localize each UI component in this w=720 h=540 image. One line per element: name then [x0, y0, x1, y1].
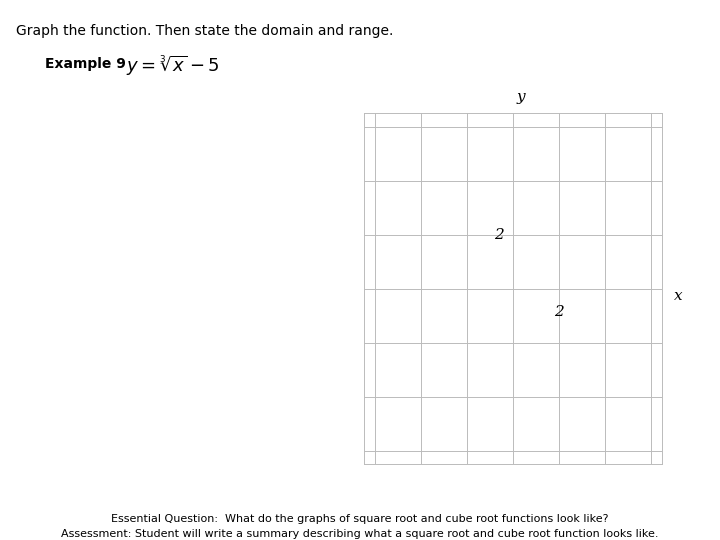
Text: x: x: [674, 289, 683, 302]
Text: 2: 2: [494, 228, 504, 242]
Text: $y = \sqrt[3]{x} - 5$: $y = \sqrt[3]{x} - 5$: [126, 54, 220, 78]
Text: Assessment: Student will write a summary describing what a square root and cube : Assessment: Student will write a summary…: [61, 529, 659, 539]
Text: y: y: [517, 90, 526, 104]
Text: 2: 2: [554, 305, 564, 319]
Text: Example 9: Example 9: [45, 57, 125, 71]
Text: Graph the function. Then state the domain and range.: Graph the function. Then state the domai…: [16, 24, 393, 38]
Text: Essential Question:  What do the graphs of square root and cube root functions l: Essential Question: What do the graphs o…: [112, 514, 608, 524]
